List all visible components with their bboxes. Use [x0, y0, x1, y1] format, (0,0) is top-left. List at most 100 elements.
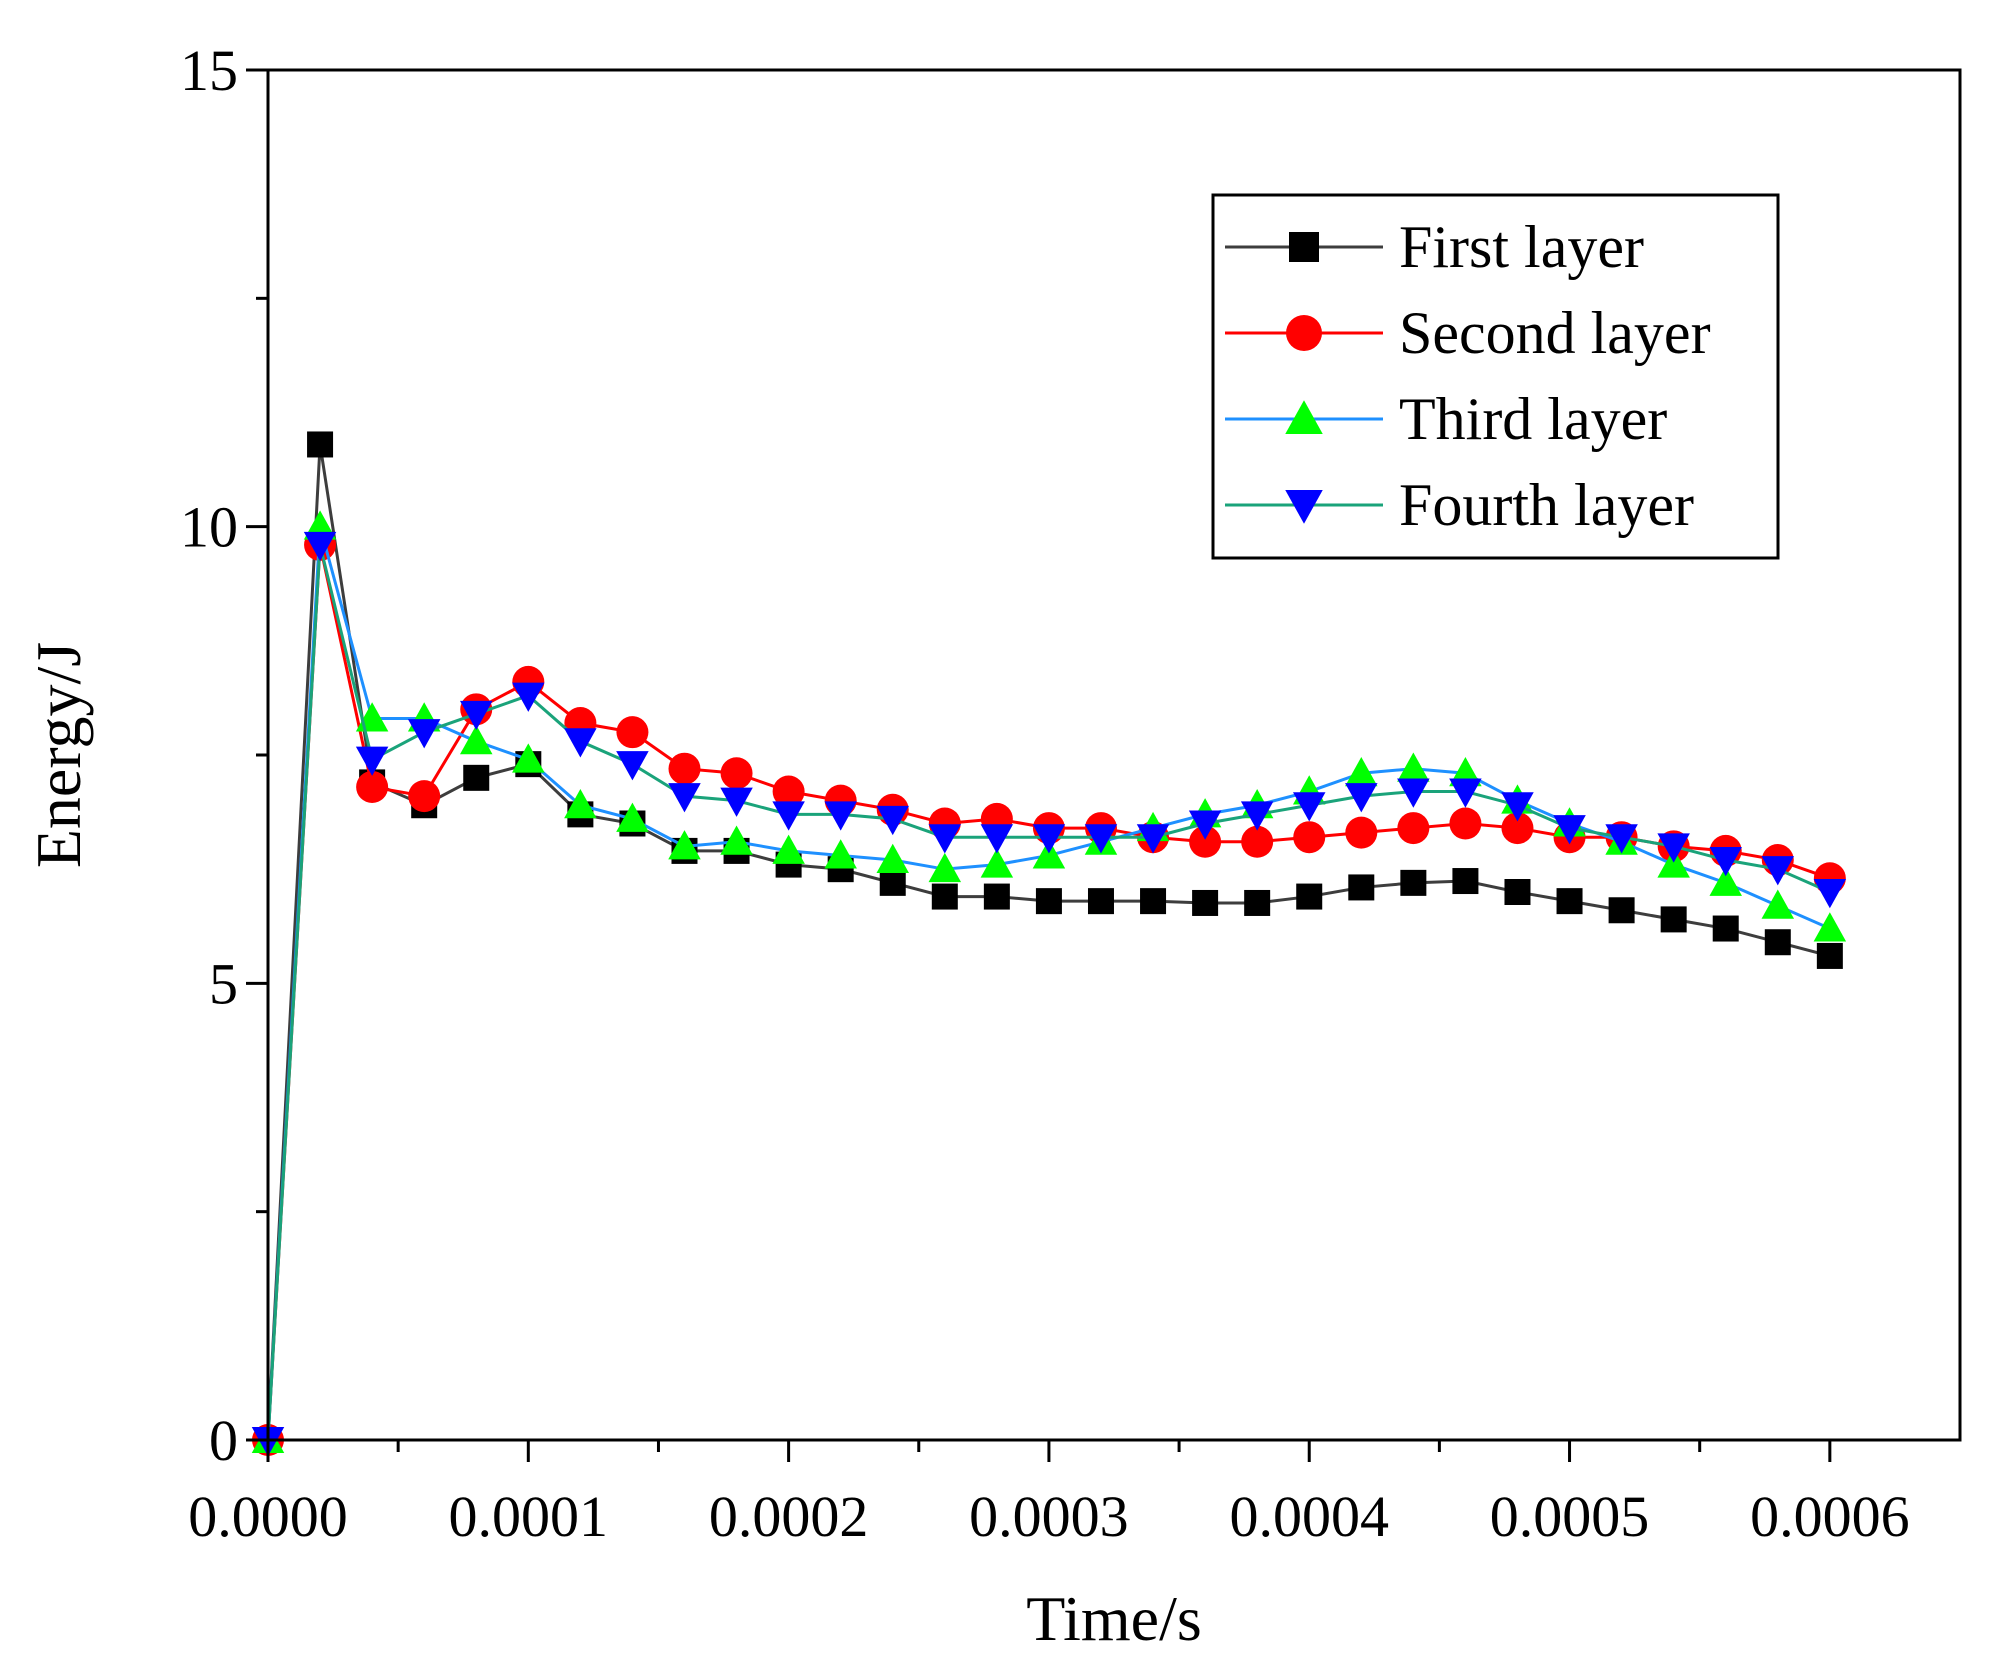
- data-point: [1709, 847, 1742, 877]
- data-point: [1813, 879, 1847, 909]
- legend-label: Third layer: [1399, 386, 1667, 452]
- x-tick-label: 0.0005: [1490, 1484, 1650, 1549]
- data-point: [876, 843, 909, 874]
- data-point: [1501, 812, 1534, 845]
- data-point: [616, 716, 649, 749]
- data-point: [564, 728, 597, 758]
- data-point: [1240, 801, 1274, 831]
- x-tick-label: 0.0006: [1750, 1484, 1910, 1549]
- data-point: [307, 431, 334, 458]
- data-point: [1556, 888, 1583, 915]
- legend-label: Fourth layer: [1399, 472, 1694, 538]
- data-point: [1452, 868, 1479, 895]
- data-point: [1709, 866, 1742, 896]
- data-point: [407, 719, 441, 749]
- data-point: [303, 531, 337, 562]
- data-point: [1140, 888, 1167, 915]
- data-point: [1813, 912, 1847, 942]
- data-point: [928, 852, 962, 883]
- data-point: [1397, 752, 1430, 782]
- data-point: [876, 805, 909, 836]
- legend-marker: [1285, 400, 1323, 434]
- y-tick-label: 10: [180, 495, 238, 560]
- legend-label: First layer: [1399, 214, 1644, 280]
- data-point: [1192, 889, 1219, 916]
- data-point: [1449, 807, 1482, 840]
- data-point: [931, 883, 958, 910]
- data-point: [1712, 915, 1739, 942]
- data-point: [408, 780, 441, 813]
- data-point: [720, 787, 753, 817]
- data-point: [616, 802, 649, 832]
- data-point: [1608, 897, 1635, 924]
- data-point: [1241, 825, 1274, 858]
- data-point: [668, 830, 701, 860]
- legend-label: Second layer: [1399, 300, 1711, 366]
- data-point: [879, 869, 906, 896]
- x-axis-ticks: 0.0000 0.0001 0.0002 0.0003 0.0004 0.0005 0.00…: [188, 1440, 1910, 1549]
- series-fourth-layer: [251, 531, 1847, 1457]
- data-point: [1296, 883, 1323, 910]
- data-point: [928, 824, 962, 854]
- data-point: [980, 848, 1014, 878]
- data-point: [983, 883, 1010, 910]
- data-point: [1136, 824, 1170, 854]
- y-axis-ticks: 0 5 10 15: [180, 38, 268, 1473]
- legend-marker: [1289, 232, 1319, 262]
- y-tick-label: 0: [209, 1408, 238, 1473]
- data-point: [1032, 824, 1066, 854]
- data-point: [1244, 889, 1271, 916]
- data-point: [1087, 888, 1114, 915]
- legend-item: Fourth layer: [1225, 472, 1694, 538]
- data-point: [1345, 757, 1378, 787]
- data-point: [463, 764, 490, 791]
- data-point: [772, 834, 805, 864]
- data-point: [1400, 869, 1427, 896]
- data-point: [772, 801, 805, 831]
- data-point: [512, 682, 545, 712]
- y-tick-label: 15: [180, 38, 238, 103]
- data-point: [1553, 815, 1586, 845]
- data-point: [356, 770, 389, 803]
- data-point: [1397, 778, 1430, 808]
- data-point: [1035, 888, 1062, 915]
- data-point: [668, 783, 701, 813]
- data-point: [720, 825, 753, 855]
- data-point: [1764, 929, 1791, 956]
- data-point: [512, 743, 545, 773]
- data-point: [1660, 906, 1687, 933]
- data-point: [1345, 783, 1378, 813]
- data-point: [564, 788, 597, 819]
- data-point: [1816, 942, 1843, 969]
- legend-marker: [1286, 315, 1322, 351]
- data-point: [1761, 889, 1795, 919]
- data-point: [1657, 833, 1690, 863]
- data-point: [1761, 856, 1795, 886]
- legend: First layer Second layer Third layer Fourth…: [1211, 193, 1780, 560]
- data-point: [1345, 816, 1378, 849]
- x-tick-label: 0.0003: [969, 1484, 1129, 1549]
- data-point: [824, 801, 857, 831]
- data-point: [1032, 839, 1066, 869]
- data-point: [668, 752, 701, 785]
- series-layer: [251, 431, 1847, 1457]
- data-point: [1189, 825, 1222, 858]
- legend-item: Second layer: [1225, 300, 1711, 366]
- x-tick-label: 0.0001: [449, 1484, 609, 1549]
- y-axis-title: Energy/J: [23, 642, 94, 868]
- legend-item: Third layer: [1225, 386, 1667, 452]
- data-point: [616, 751, 649, 781]
- data-point: [1501, 792, 1534, 822]
- data-point: [824, 839, 857, 869]
- data-point: [1084, 824, 1118, 854]
- x-tick-label: 0.0002: [709, 1484, 869, 1549]
- y-tick-label: 5: [209, 951, 238, 1016]
- legend-marker: [1285, 490, 1323, 524]
- data-point: [1449, 778, 1482, 808]
- data-point: [1292, 792, 1326, 822]
- data-point: [1397, 812, 1430, 845]
- data-point: [980, 824, 1014, 854]
- x-axis-title: Time/s: [1026, 1583, 1202, 1654]
- data-point: [1188, 810, 1222, 840]
